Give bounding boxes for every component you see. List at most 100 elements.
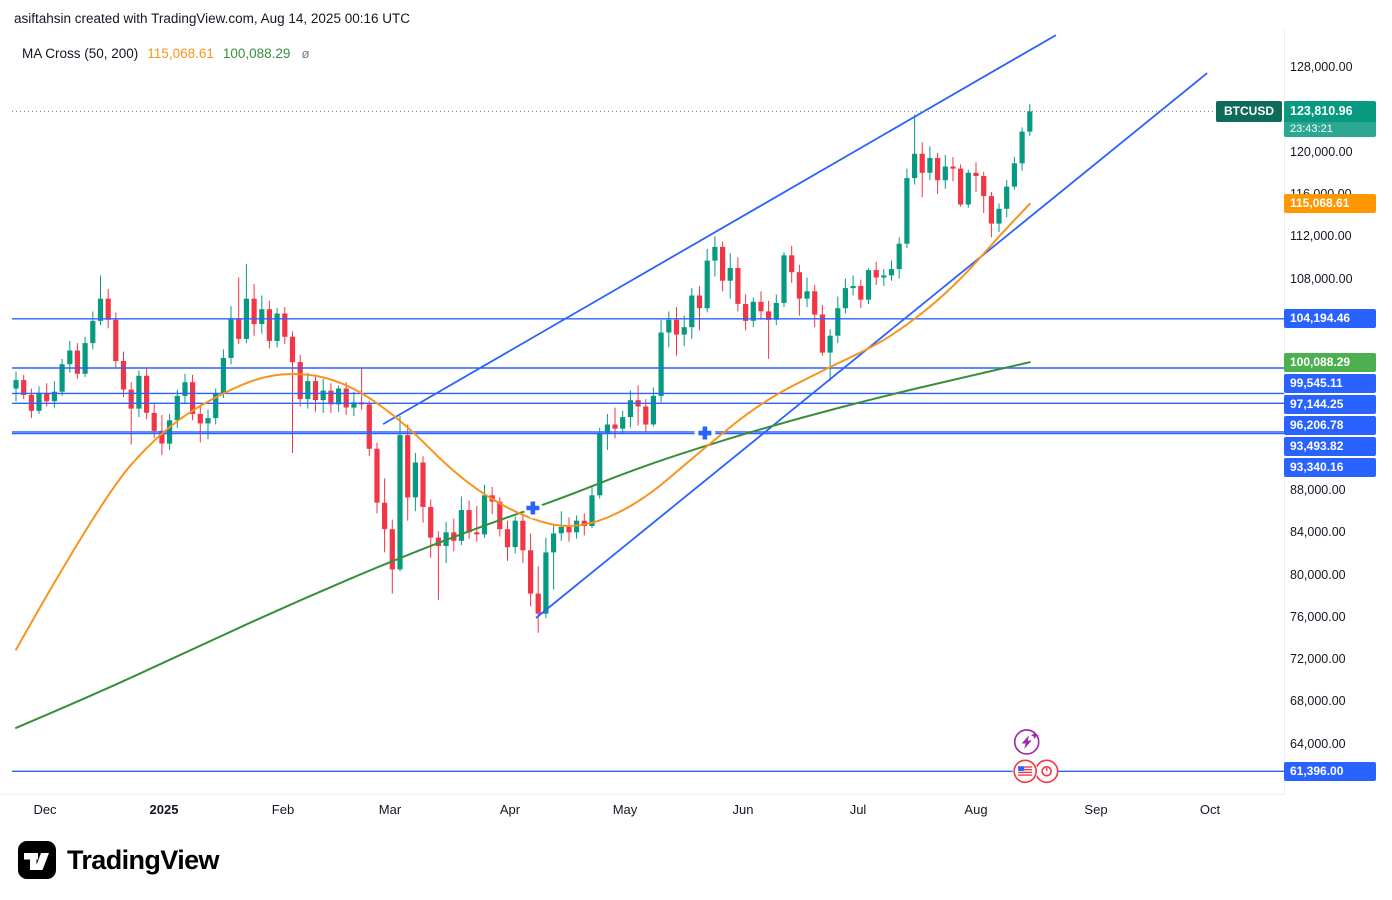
candle-body [865,270,872,300]
ma200-price-badge: 100,088.29 [1284,352,1376,372]
candle-body [220,357,226,394]
candle-body [842,288,848,309]
candle-body [858,286,864,300]
candle-body [558,527,564,534]
level-price-badge: 61,396.00 [1284,761,1376,781]
candle-body [681,327,687,335]
candle-body [128,389,134,409]
time-axis-label: Mar [378,802,402,817]
trendline[interactable] [382,34,1057,425]
candle-body [312,381,319,401]
candle-body [789,255,795,273]
indicator-title[interactable]: MA Cross (50, 200) [22,46,139,61]
candle-body [520,520,526,551]
candle-body [374,448,380,503]
time-axis-label: Dec [33,802,57,817]
candle-body [981,176,987,197]
candle-body [727,268,733,281]
candle-body [650,395,656,425]
price-axis-label: 112,000.00 [1290,229,1352,244]
price-axis-label: 68,000.00 [1290,694,1346,709]
time-axis-label: Sep [1084,802,1108,817]
candle-body [804,291,810,299]
economic-event-glyph [1041,766,1052,777]
candle-body [458,510,464,541]
candle-body [236,318,242,339]
candle-body [535,593,541,614]
flag-stripe [1018,774,1033,776]
candle-body [873,270,879,278]
time-axis[interactable]: Dec 2025 Feb Mar Apr May Jun Jul Aug Sep Oct [0,794,1284,824]
price-axis-label: 88,000.00 [1290,483,1346,498]
candle-body [988,196,994,224]
candle-body [766,311,772,320]
candle-body [689,295,695,328]
time-axis-label: Oct [1199,802,1221,817]
candle-body [512,520,518,548]
candle-body [528,550,534,594]
level-price-badge: 99,545.11 [1284,373,1376,393]
trendline[interactable] [535,72,1208,619]
indicator-options-icon[interactable]: ø [301,46,310,61]
candlestick-chart[interactable] [12,28,1284,794]
price-axis-label: 128,000.00 [1290,60,1353,75]
tradingview-logo[interactable]: TradingView [18,841,220,879]
candle-body [213,393,219,419]
candle-body [919,153,925,173]
candle-body [1004,186,1010,209]
price-axis-label: 76,000.00 [1290,609,1346,624]
flag-stripe [1018,771,1033,774]
candle-body [105,298,111,320]
us-flag-event-icon[interactable] [1013,759,1037,784]
candle-body [704,260,710,309]
candle-body [44,392,50,402]
attribution-text: asiftahsin created with TradingView.com,… [14,11,410,26]
candle-body [320,390,326,401]
candle-body [51,391,57,402]
level-price-badge: 97,144.25 [1284,394,1376,414]
candle-body [696,295,703,309]
drawing-anchor-marker[interactable] [526,501,540,515]
candle-body [343,388,349,408]
candle-body [643,406,649,425]
candle-body [282,313,288,337]
candle-body [1019,131,1025,164]
indicator-ma200-value: 100,088.29 [222,46,291,61]
tradingview-logo-icon [18,841,56,879]
candle-body [481,495,488,535]
candle-body [996,208,1002,224]
candle-body [197,413,203,424]
candle-body [67,350,73,365]
candle-body [720,246,726,281]
price-axis-label: 72,000.00 [1290,652,1346,667]
price-axis-label: 80,000.00 [1290,567,1346,582]
candle-body [758,301,764,312]
candle-body [136,375,142,409]
candle-body [896,243,902,270]
candle-body [144,375,150,413]
candle-body [182,382,188,396]
price-axis[interactable]: 128,000.00120,000.00116,000.00112,000.00… [1284,28,1388,794]
candle-body [950,166,956,169]
candle-body [82,343,88,374]
drawing-anchor-marker[interactable] [698,426,712,440]
candle-body [666,319,672,333]
symbol-name-tag: BTCUSD [1216,100,1282,122]
candle-body [159,430,165,444]
candle-body [750,301,756,321]
candle-body [965,172,971,205]
bar-close-countdown: 23:43:21 [1284,121,1376,137]
candle-body [74,350,80,374]
candle-body [597,432,603,496]
candle-body [366,404,372,449]
candle-body [781,255,787,303]
candle-body [228,318,234,358]
last-price-box: 123,810.96 23:43:21 [1284,100,1376,137]
candle-body [620,417,626,429]
candle-body [904,178,910,244]
candle-body [796,272,802,299]
candle-body [604,424,610,433]
level-price-badge: 96,206.78 [1284,415,1376,435]
price-axis-label: 84,000.00 [1290,525,1346,540]
